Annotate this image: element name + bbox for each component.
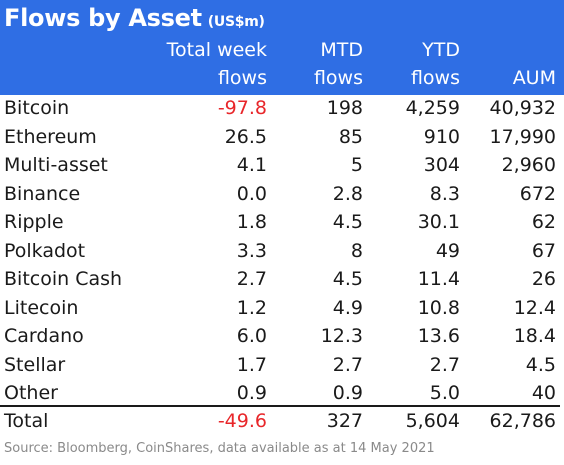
row-name: Bitcoin [4, 97, 70, 119]
row-ytd: 8.3 [429, 182, 460, 205]
row-name: Ripple [4, 211, 64, 233]
row-weekly: 6.0 [236, 325, 267, 347]
row-aum: 12.4 [513, 296, 556, 319]
total-name: Total [4, 410, 49, 432]
row-weekly: 0.9 [236, 382, 267, 404]
col-header-aum-line1: AUM [512, 67, 556, 89]
row-name: Other [4, 382, 58, 404]
total-aum: 62,786 [489, 410, 556, 432]
col-header-weekly-line1: Total week [166, 39, 267, 61]
row-aum: 62 [531, 211, 556, 233]
page-title: Flows by Asset (US$m) [4, 4, 265, 32]
row-name: Cardano [4, 325, 84, 347]
row-mtd: 198 [326, 97, 363, 119]
row-ytd: 49 [435, 239, 460, 262]
row-ytd: 30.1 [417, 211, 460, 233]
col-header-ytd-line1: YTD [422, 39, 460, 61]
row-name: Stellar [4, 353, 66, 376]
row-weekly: 2.7 [236, 268, 267, 290]
row-aum: 40 [531, 382, 556, 404]
row-weekly: 26.5 [224, 125, 267, 148]
table-row: Bitcoin -97.8 198 4,259 40,932 [0, 94, 564, 123]
row-aum: 26 [531, 268, 556, 290]
row-aum: 67 [531, 239, 556, 262]
table-row: Ethereum 26.5 85 910 17,990 [0, 123, 564, 152]
row-mtd: 12.3 [320, 325, 363, 347]
col-header-mtd: MTD flows [314, 36, 363, 92]
col-header-aum: AUM [513, 64, 556, 92]
row-name: Polkadot [4, 239, 86, 262]
total-mtd: 327 [326, 410, 363, 432]
row-mtd: 5 [350, 154, 363, 176]
row-weekly: 0.0 [236, 182, 267, 205]
row-ytd: 5.0 [429, 382, 460, 404]
row-ytd: 13.6 [417, 325, 460, 347]
row-ytd: 910 [423, 125, 460, 148]
row-mtd: 8 [350, 239, 363, 262]
total-weekly: -49.6 [217, 410, 267, 432]
row-ytd: 304 [423, 154, 460, 176]
col-header-mtd-line1: MTD [320, 39, 363, 61]
row-ytd: 4,259 [405, 97, 460, 119]
row-aum: 40,932 [489, 97, 556, 119]
row-weekly: 1.8 [236, 211, 267, 233]
total-ytd: 5,604 [405, 410, 460, 432]
row-name: Multi-asset [4, 154, 108, 176]
table-header: Flows by Asset (US$m) Total week flows MT… [0, 0, 564, 95]
row-aum: 2,960 [501, 154, 556, 176]
col-header-ytd: YTD flows [411, 36, 460, 92]
table-row: Bitcoin Cash 2.7 4.5 11.4 26 [0, 265, 564, 294]
row-aum: 17,990 [489, 125, 556, 148]
row-mtd: 4.5 [332, 268, 363, 290]
table-row: Polkadot 3.3 8 49 67 [0, 237, 564, 266]
title-text: Flows by Asset [4, 4, 202, 32]
row-aum: 18.4 [513, 325, 556, 347]
total-divider [0, 405, 560, 407]
row-ytd: 10.8 [417, 296, 460, 319]
col-header-weekly-line2: flows [217, 67, 267, 89]
row-name: Binance [4, 182, 81, 205]
table-row: Binance 0.0 2.8 8.3 672 [0, 180, 564, 209]
row-weekly: 4.1 [236, 154, 267, 176]
col-header-ytd-line2: flows [410, 67, 460, 89]
row-weekly: 3.3 [236, 239, 267, 262]
row-weekly: 1.2 [236, 296, 267, 319]
table-row: Stellar 1.7 2.7 2.7 4.5 [0, 351, 564, 380]
table-row: Other 0.9 0.9 5.0 40 [0, 379, 564, 408]
row-mtd: 2.8 [332, 182, 363, 205]
table-row: Ripple 1.8 4.5 30.1 62 [0, 208, 564, 237]
col-header-mtd-line2: flows [313, 67, 363, 89]
row-name: Litecoin [4, 296, 79, 319]
row-ytd: 11.4 [417, 268, 460, 290]
table-row: Litecoin 1.2 4.9 10.8 12.4 [0, 294, 564, 323]
row-mtd: 85 [338, 125, 363, 148]
row-aum: 672 [519, 182, 556, 205]
row-aum: 4.5 [525, 353, 556, 376]
row-mtd: 4.5 [332, 211, 363, 233]
row-weekly: 1.7 [236, 353, 267, 376]
source-note: Source: Bloomberg, CoinShares, data avai… [4, 441, 435, 456]
row-mtd: 4.9 [332, 296, 363, 319]
row-mtd: 0.9 [332, 382, 363, 404]
table-row: Cardano 6.0 12.3 13.6 18.4 [0, 322, 564, 351]
row-mtd: 2.7 [332, 353, 363, 376]
col-header-weekly: Total week flows [167, 36, 267, 92]
total-row: Total -49.6 327 5,604 62,786 [0, 407, 564, 436]
row-name: Ethereum [4, 125, 97, 148]
title-unit: (US$m) [207, 14, 265, 30]
row-weekly: -97.8 [217, 97, 267, 119]
row-name: Bitcoin Cash [4, 268, 123, 290]
table-row: Multi-asset 4.1 5 304 2,960 [0, 151, 564, 180]
row-ytd: 2.7 [429, 353, 460, 376]
